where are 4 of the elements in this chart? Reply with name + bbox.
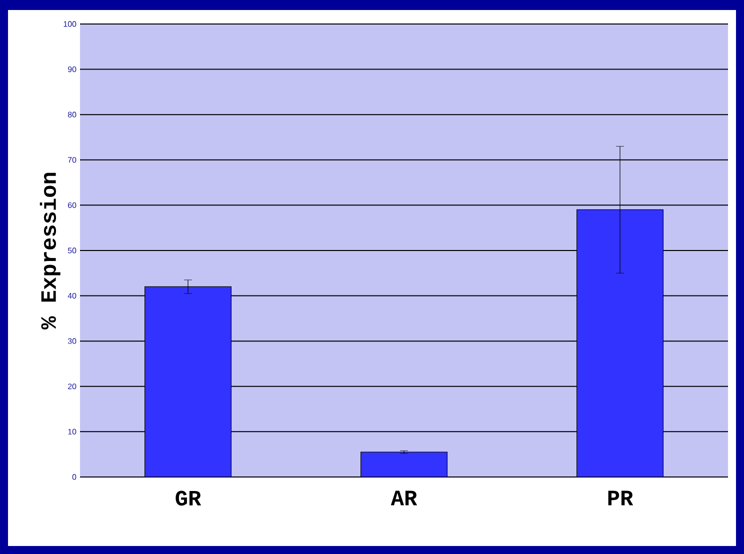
x-tick-label: PR <box>608 490 634 506</box>
x-tick-label: GR <box>176 490 202 506</box>
y-axis-title: % Expression <box>40 172 60 330</box>
x-tick-label: AR <box>390 490 418 506</box>
